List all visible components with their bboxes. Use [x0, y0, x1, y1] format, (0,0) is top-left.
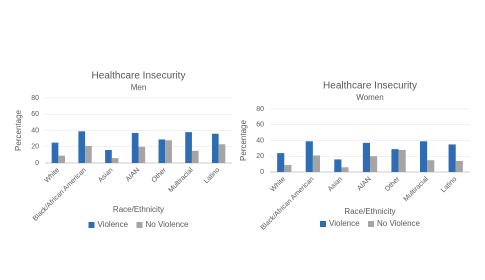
- bar: [305, 141, 313, 172]
- chart-subtitle: Women: [356, 93, 383, 102]
- bar: [131, 132, 139, 163]
- x-tick-label: Other: [384, 175, 402, 193]
- x-tick-label: Latino: [440, 176, 459, 195]
- bar: [51, 142, 59, 163]
- y-axis-label: Percentage: [14, 109, 23, 150]
- x-tick-label: Black/African American: [260, 176, 316, 232]
- x-tick-label: Asian: [97, 167, 114, 184]
- bar: [362, 142, 370, 172]
- legend-swatch: [88, 222, 95, 228]
- bar: [138, 146, 146, 163]
- chart-subtitle: Men: [131, 83, 147, 92]
- y-tick-label: 80: [31, 95, 39, 102]
- bar: [191, 150, 199, 163]
- legend-swatch: [320, 221, 326, 227]
- y-tick-label: 0: [35, 160, 39, 167]
- x-tick-label: Black/African American: [32, 167, 88, 223]
- x-tick-label: White: [43, 167, 61, 185]
- bar: [105, 150, 112, 163]
- y-tick-label: 20: [256, 153, 264, 160]
- y-tick-label: 0: [260, 169, 264, 176]
- chart-title: Healthcare Insecurity: [323, 81, 417, 92]
- bar: [370, 156, 378, 172]
- bar: [85, 145, 92, 163]
- bar: [218, 144, 226, 163]
- x-tick-label: Other: [151, 166, 169, 184]
- bar: [158, 139, 166, 163]
- legend-label: Violence: [329, 219, 360, 228]
- bar: [455, 160, 463, 172]
- y-tick-label: 60: [31, 111, 39, 118]
- bar: [284, 164, 292, 172]
- x-tick-label: Multiracial: [167, 166, 195, 194]
- legend-label: No Violence: [377, 219, 421, 228]
- bar: [420, 141, 428, 172]
- bar: [341, 167, 349, 172]
- bar: [398, 149, 406, 172]
- y-tick-label: 40: [256, 137, 264, 144]
- bar: [448, 144, 456, 172]
- bar: [334, 159, 342, 172]
- bar: [185, 132, 192, 163]
- bar: [427, 160, 435, 172]
- bar: [277, 153, 285, 172]
- bar: [211, 133, 219, 163]
- bar: [391, 149, 399, 172]
- y-axis-label: Percentage: [239, 119, 248, 160]
- x-tick-label: AIAN: [356, 176, 373, 193]
- x-axis-label: Race/Ethnicity: [344, 207, 395, 216]
- x-tick-label: Latino: [203, 167, 222, 186]
- bar: [111, 158, 119, 163]
- legend-swatch: [368, 221, 374, 227]
- x-axis-label: Race/Ethnicity: [113, 205, 164, 214]
- y-tick-label: 20: [31, 144, 39, 151]
- x-tick-label: Asian: [327, 176, 344, 193]
- x-tick-label: Multiracial: [403, 175, 431, 203]
- legend-swatch: [136, 222, 143, 228]
- y-tick-label: 40: [31, 127, 39, 134]
- bar: [165, 140, 172, 163]
- legend-label: Violence: [98, 220, 129, 229]
- bar: [78, 131, 86, 163]
- x-tick-label: White: [269, 176, 287, 194]
- x-tick-label: AIAN: [125, 167, 142, 184]
- y-tick-label: 60: [256, 122, 264, 129]
- y-tick-label: 80: [256, 106, 264, 113]
- chart-title: Healthcare Insecurity: [92, 71, 186, 82]
- legend-label: No Violence: [146, 220, 190, 229]
- bar: [312, 155, 320, 172]
- bar: [58, 155, 66, 163]
